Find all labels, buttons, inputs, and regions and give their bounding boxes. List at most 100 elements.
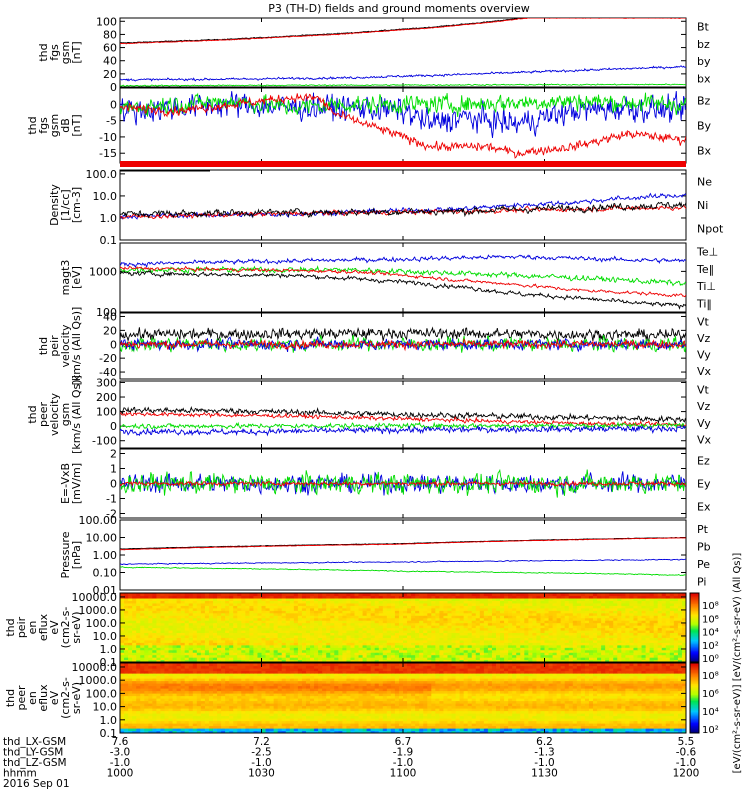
spectrogram-cell	[192, 632, 198, 636]
spectrogram-cell	[661, 728, 667, 732]
spectrogram-cell	[269, 644, 275, 648]
spectrogram-cell	[516, 725, 521, 729]
spectrogram-cell	[144, 612, 149, 616]
spectrogram-cell	[407, 627, 412, 631]
spectrogram-cell	[605, 649, 610, 653]
spectrogram-cell	[609, 657, 614, 661]
spectrogram-cell	[467, 600, 473, 604]
spectrogram-cell	[455, 730, 461, 733]
spectrogram-cell	[427, 642, 432, 646]
spectrogram-cell	[204, 720, 210, 724]
spectrogram-cell	[629, 730, 635, 733]
spectrogram-cell	[160, 720, 166, 724]
panel-peir-eflux: 0.11.010.0100.01000.010000.0thdpeirenefl…	[4, 591, 687, 669]
spectrogram-cell	[431, 629, 436, 634]
spectrogram-cell	[475, 637, 481, 641]
spectrogram-cell	[584, 647, 590, 651]
spectrogram-cell	[285, 617, 291, 621]
spectrogram-cell	[657, 605, 663, 609]
spectrogram-cell	[326, 602, 331, 606]
spectrogram-cell	[382, 627, 388, 631]
spectrogram-cell	[358, 654, 364, 658]
spectrogram-cell	[192, 607, 198, 611]
spectrogram-cell	[669, 657, 675, 661]
spectrogram-cell	[297, 642, 303, 646]
spectrogram-cell	[346, 642, 352, 646]
spectrogram-cell	[637, 622, 643, 626]
spectrogram-cell	[625, 725, 630, 729]
spectrogram-cell	[609, 605, 614, 609]
spectrogram-cell	[500, 652, 505, 656]
spectrogram-cell	[330, 625, 335, 629]
spectrogram-cell	[168, 612, 174, 616]
spectrogram-cell	[225, 639, 230, 643]
spectrogram-cell	[390, 725, 396, 729]
spectrogram-cell	[443, 649, 449, 653]
spectrogram-cell	[398, 610, 404, 614]
spectrogram-cell	[334, 612, 339, 616]
spectrogram-cell	[637, 647, 643, 651]
spectrogram-cell	[180, 657, 186, 661]
spectrogram-cell	[677, 728, 683, 732]
spectrogram-cell	[601, 612, 606, 616]
spectrogram-cell	[289, 652, 295, 656]
spectrogram-cell	[479, 649, 485, 653]
spectrogram-cell	[346, 634, 352, 638]
spectrogram-cell	[176, 637, 182, 641]
spectrogram-cell	[411, 652, 416, 656]
spectrogram-cell	[164, 615, 170, 619]
spectrogram-cell	[132, 647, 137, 651]
spectrogram-cell	[164, 654, 170, 658]
spectrogram-cell	[314, 723, 319, 727]
spectrogram-cell	[334, 617, 339, 621]
spectrogram-cell	[512, 625, 517, 629]
spectrogram-cell	[152, 659, 157, 662]
spectrogram-cell	[443, 600, 449, 604]
spectrogram-cell	[269, 723, 275, 727]
spectrogram-cell	[504, 654, 509, 658]
spectrogram-cell	[293, 625, 299, 629]
spectrogram-cell	[443, 637, 449, 641]
spectrogram-cell	[350, 659, 356, 662]
spectrogram-cell	[370, 725, 376, 729]
spectrogram-cell	[407, 723, 412, 727]
spectrogram-cell	[225, 642, 230, 646]
spectrogram-cell	[273, 610, 279, 614]
spectrogram-cell	[200, 649, 206, 653]
spectrogram-cell	[593, 723, 598, 727]
spectrogram-cell	[463, 617, 469, 621]
spectrogram-cell	[487, 605, 493, 609]
spectrogram-cell	[564, 627, 570, 631]
spectrogram-cell	[649, 659, 655, 662]
spectrogram-cell	[621, 593, 626, 597]
spectrogram-cell	[633, 659, 639, 662]
spectrogram-cell	[164, 728, 170, 732]
spectrogram-cell	[540, 725, 546, 729]
spectrogram-cell	[649, 720, 655, 724]
spectrogram-cell	[192, 634, 198, 638]
spectrogram-cell	[588, 612, 594, 616]
spectrogram-cell	[568, 725, 574, 729]
spectrogram-cell	[374, 605, 380, 609]
spectrogram-cell	[617, 593, 622, 597]
spectrogram-cell	[677, 730, 683, 733]
spectrogram-cell	[289, 629, 295, 634]
spectrogram-cell	[305, 602, 311, 606]
spectrogram-cell	[443, 622, 449, 626]
spectrogram-cell	[301, 625, 307, 629]
spectrogram-cell	[609, 593, 614, 597]
spectrogram-cell	[269, 607, 275, 611]
spectrogram-cell	[176, 728, 182, 732]
spectrogram-cell	[536, 652, 542, 656]
y-tick-label: 10.0	[93, 190, 118, 203]
spectrogram-cell	[354, 605, 360, 609]
spectrogram-cell	[334, 644, 339, 648]
spectrogram-cell	[512, 659, 517, 662]
spectrogram-cell	[378, 625, 384, 629]
spectrogram-cell	[273, 637, 279, 641]
spectrogram-cell	[192, 637, 198, 641]
spectrogram-cell	[148, 602, 153, 606]
spectrogram-cell	[245, 634, 250, 638]
spectrogram-cell	[334, 659, 339, 662]
spectrogram-cell	[390, 728, 396, 732]
